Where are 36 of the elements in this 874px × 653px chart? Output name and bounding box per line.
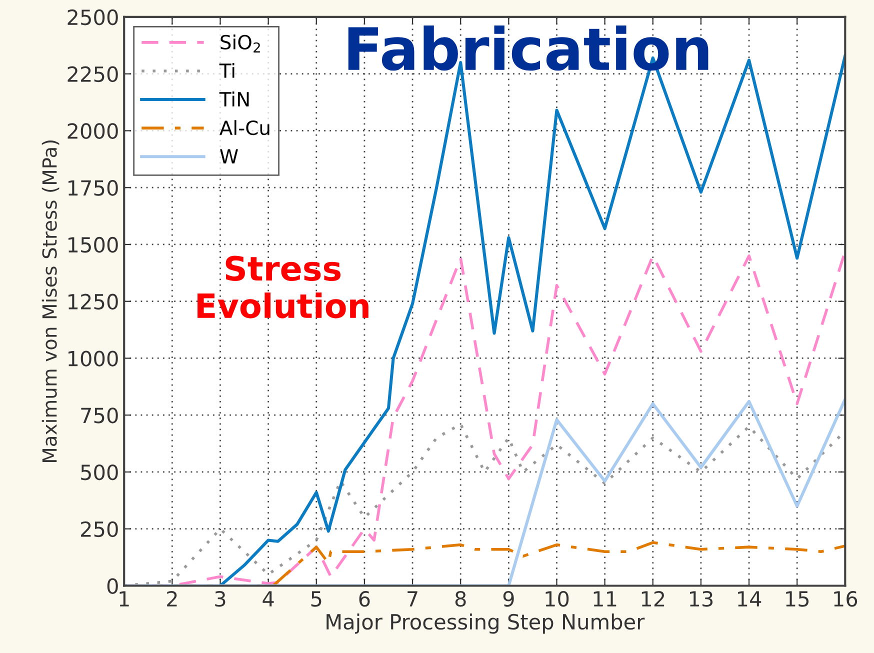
y-tick-label: 500 bbox=[81, 464, 118, 480]
x-tick-label: 8 bbox=[455, 590, 466, 607]
y-axis-title: Maximum von Mises Stress (MPa) bbox=[42, 140, 60, 462]
x-tick-label: 6 bbox=[359, 590, 370, 607]
y-tick-label: 0 bbox=[107, 578, 118, 594]
x-tick-label: 3 bbox=[215, 590, 226, 607]
legend-label: SiO$_{2}$ bbox=[220, 34, 260, 52]
x-tick-label: 15 bbox=[786, 591, 809, 607]
x-tick-label: 7 bbox=[408, 591, 418, 606]
legend-label: Ti bbox=[219, 63, 234, 78]
x-tick-label: 16 bbox=[834, 590, 858, 607]
x-tick-label: 10 bbox=[546, 590, 569, 607]
x-tick-label: 1 bbox=[120, 591, 129, 606]
y-tick-label: 1000 bbox=[68, 350, 118, 366]
x-tick-label: 14 bbox=[738, 591, 762, 606]
y-tick-label: 750 bbox=[81, 408, 118, 424]
x-axis-title: Major Processing Step Number bbox=[326, 614, 645, 634]
y-tick-label: 2250 bbox=[68, 66, 118, 82]
y-tick-label: 1500 bbox=[68, 236, 118, 253]
y-tick-label: 1250 bbox=[68, 294, 118, 310]
y-tick-label: 2000 bbox=[68, 123, 118, 139]
legend-label: TiN bbox=[219, 92, 249, 106]
x-tick-label: 4 bbox=[262, 591, 274, 606]
annotation: Stress Evolution bbox=[198, 256, 368, 318]
y-tick-label: 250 bbox=[81, 521, 118, 538]
x-tick-label: 12 bbox=[642, 590, 664, 606]
annotation: Fabrication bbox=[348, 26, 708, 71]
legend-label: W bbox=[220, 149, 238, 164]
x-tick-label: 9 bbox=[503, 590, 514, 607]
x-tick-label: 13 bbox=[690, 590, 713, 607]
x-tick-label: 2 bbox=[167, 590, 177, 606]
legend-label: Al-Cu bbox=[220, 120, 270, 136]
y-tick-label: 1750 bbox=[68, 180, 118, 196]
x-tick-label: 11 bbox=[594, 591, 616, 606]
x-tick-label: 5 bbox=[311, 591, 322, 607]
y-tick-label: 2500 bbox=[68, 9, 118, 26]
